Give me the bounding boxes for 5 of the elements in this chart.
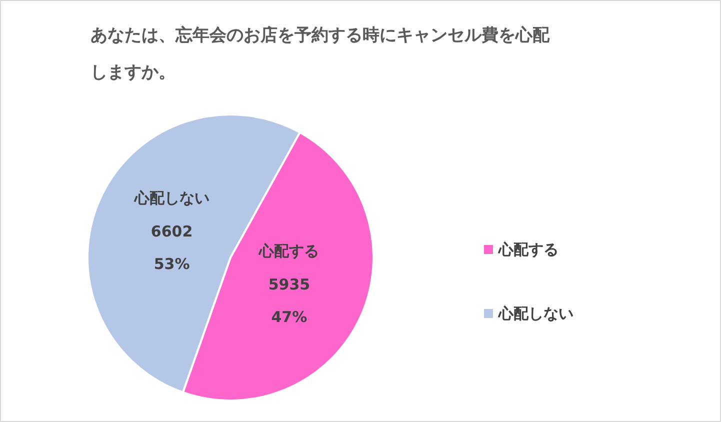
legend-label: 心配する [498,240,558,258]
data-label: 心配しない 6602 53% [133,189,210,274]
chart-title: あなたは、忘年会のお店を予約する時にキャンセル費を心配しますか。 [90,24,550,82]
legend-label: 心配しない [498,304,574,322]
data-label: 心配する 5935 47% [258,242,320,326]
